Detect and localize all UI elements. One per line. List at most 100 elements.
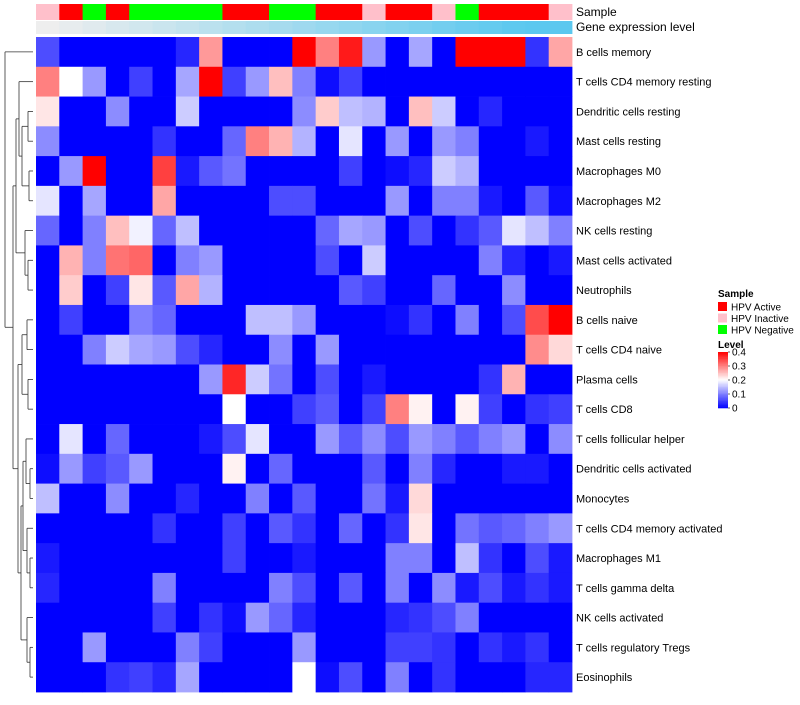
heatmap-cell (315, 126, 340, 157)
heatmap-cell (36, 483, 60, 514)
heatmap-cell (478, 543, 503, 574)
heatmap-cell (315, 662, 340, 693)
heatmap-cell (548, 334, 573, 365)
heatmap-cell (338, 275, 363, 306)
heatmap-cell (105, 245, 130, 276)
heatmap-cell (82, 394, 107, 425)
heatmap-cell (152, 185, 177, 217)
heatmap-cell (338, 66, 363, 97)
heatmap-cell (292, 513, 317, 544)
sample-track-cell (385, 4, 410, 20)
heatmap-cell (455, 394, 480, 425)
level-legend-gradient-step (718, 392, 728, 395)
heatmap-cell (269, 662, 293, 693)
level-legend-tick-label: 0 (732, 404, 738, 415)
heatmap-cell (245, 483, 270, 514)
heatmap-cell (338, 662, 363, 693)
level-legend-tick-label: 0.4 (732, 348, 746, 359)
heatmap-cell (175, 304, 200, 336)
heatmap-cell (292, 602, 317, 633)
heatmap-cell (548, 156, 573, 187)
level-legend-gradient-step (718, 377, 728, 379)
heatmap-cell (292, 364, 317, 395)
heatmap-cell (292, 66, 317, 97)
heatmap-cell (548, 37, 573, 68)
heatmap-cell (199, 602, 223, 633)
heatmap-cell (175, 275, 200, 306)
heatmap-cell (152, 156, 177, 187)
heatmap-cell (478, 424, 503, 455)
heatmap-cell (36, 453, 60, 484)
heatmap-cell (105, 304, 130, 336)
heatmap-cell (525, 334, 550, 365)
heatmap-cell (525, 185, 550, 217)
heatmap-cell (525, 96, 550, 127)
heatmap-cell (59, 304, 83, 336)
heatmap-cell (408, 662, 433, 693)
heatmap-cell (548, 572, 573, 604)
sample-track-cell (36, 4, 60, 20)
heatmap-cell (36, 394, 60, 425)
heatmap-cell (245, 334, 270, 365)
level-legend-gradient-step (718, 364, 728, 367)
heatmap-cell (292, 37, 317, 68)
heatmap-cell (408, 275, 433, 306)
heatmap-cell (338, 185, 363, 217)
heatmap-cell (502, 543, 526, 574)
heatmap-cell (152, 513, 177, 544)
heatmap-cell (478, 37, 503, 68)
row-label: T cells CD4 naive (576, 345, 662, 357)
heatmap-cell (199, 662, 223, 693)
heatmap-cell (59, 37, 83, 68)
heatmap-cell (408, 245, 433, 276)
heatmap-cell (432, 543, 456, 574)
heatmap-cell (269, 602, 293, 633)
heatmap-cell (82, 185, 107, 217)
heatmap-cell (432, 126, 456, 157)
heatmap-cell (432, 156, 456, 187)
heatmap-cell (548, 483, 573, 514)
heatmap-cell (408, 96, 433, 127)
sample-track-cell (315, 4, 340, 20)
heatmap-cell (269, 513, 293, 544)
heatmap-cell (82, 96, 107, 127)
heatmap-cell (59, 126, 83, 157)
sample-track-cell (455, 4, 480, 20)
heatmap-cell (315, 572, 340, 604)
heatmap-cell (222, 513, 247, 544)
heatmap-cell (175, 602, 200, 633)
heatmap-cell (315, 513, 340, 544)
level-legend-gradient-step (718, 382, 728, 385)
heatmap-cell (338, 632, 363, 663)
heatmap-cell (548, 96, 573, 127)
heatmap-cell (245, 394, 270, 425)
heatmap-cell (338, 245, 363, 276)
heatmap-cell (455, 66, 480, 97)
level-legend-gradient-step (718, 403, 728, 406)
heatmap-cell (455, 334, 480, 365)
heatmap-cell (408, 156, 433, 187)
heatmap-cell (245, 364, 270, 395)
heatmap-cell (315, 156, 340, 187)
heatmap-cell (362, 96, 386, 127)
heatmap-cell (129, 364, 153, 395)
sample-track-cell (408, 4, 433, 20)
heatmap-cell (36, 126, 60, 157)
sample-track-cell (292, 4, 317, 20)
heatmap-cell (129, 245, 153, 276)
heatmap-cell (152, 96, 177, 127)
heatmap-cell (105, 185, 130, 217)
heatmap-cell (199, 245, 223, 276)
heatmap-cell (59, 543, 83, 574)
heatmap-cell (175, 245, 200, 276)
heatmap-cell (408, 215, 433, 246)
heatmap-cell (199, 66, 223, 97)
heatmap-cell (315, 394, 340, 425)
heatmap-cell (199, 185, 223, 217)
heatmap-cell (432, 185, 456, 217)
level-legend-tick-label: 0.3 (732, 362, 746, 373)
heatmap-cell (385, 96, 410, 127)
heatmap-cell (525, 215, 550, 246)
level-legend-gradient-step (718, 380, 728, 382)
